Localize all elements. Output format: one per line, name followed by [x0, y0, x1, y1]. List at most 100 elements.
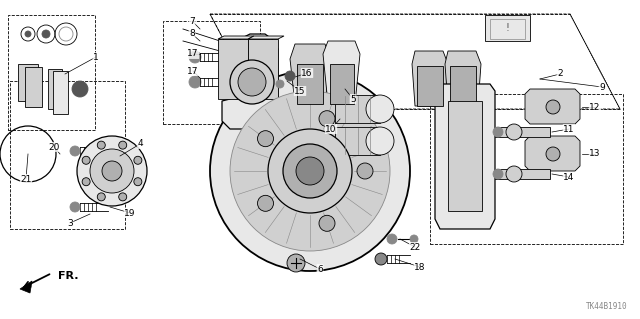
Polygon shape — [323, 41, 360, 104]
Polygon shape — [335, 95, 380, 123]
Circle shape — [97, 141, 106, 149]
Text: 3: 3 — [67, 219, 73, 227]
Circle shape — [230, 91, 390, 251]
Polygon shape — [25, 67, 42, 107]
Text: 15: 15 — [294, 86, 306, 95]
Polygon shape — [248, 39, 278, 99]
Text: 2: 2 — [557, 70, 563, 78]
Text: 16: 16 — [301, 69, 313, 78]
Circle shape — [506, 124, 522, 140]
Circle shape — [42, 30, 50, 38]
Circle shape — [118, 193, 127, 201]
Circle shape — [319, 215, 335, 231]
Circle shape — [546, 147, 560, 161]
Polygon shape — [495, 127, 550, 137]
Circle shape — [70, 146, 80, 156]
Circle shape — [387, 234, 397, 244]
Circle shape — [70, 202, 80, 212]
Circle shape — [25, 31, 31, 37]
Polygon shape — [495, 169, 550, 179]
Text: 8: 8 — [189, 29, 195, 39]
Text: 1: 1 — [93, 53, 99, 62]
Circle shape — [285, 71, 295, 81]
Polygon shape — [218, 39, 248, 99]
Polygon shape — [53, 71, 68, 114]
Text: 17: 17 — [188, 49, 199, 58]
Text: 19: 19 — [124, 209, 136, 218]
Circle shape — [210, 71, 410, 271]
Circle shape — [410, 235, 418, 243]
Polygon shape — [335, 127, 380, 155]
Circle shape — [72, 81, 88, 97]
Text: 10: 10 — [325, 124, 337, 133]
Polygon shape — [417, 66, 443, 106]
Text: 17: 17 — [188, 66, 199, 76]
Bar — [490, 19, 525, 39]
Circle shape — [357, 163, 373, 179]
Circle shape — [189, 51, 201, 63]
Bar — [163, 21, 260, 124]
Circle shape — [230, 60, 274, 104]
Circle shape — [268, 129, 352, 213]
Polygon shape — [297, 64, 323, 104]
Polygon shape — [448, 101, 482, 211]
Circle shape — [189, 76, 201, 88]
Circle shape — [134, 156, 142, 164]
Bar — [430, 94, 623, 244]
Text: 12: 12 — [589, 102, 601, 112]
Circle shape — [82, 178, 90, 186]
Polygon shape — [20, 281, 32, 293]
Circle shape — [319, 111, 335, 127]
Polygon shape — [48, 69, 62, 109]
Circle shape — [90, 149, 134, 193]
Bar — [8, 15, 95, 130]
Text: 9: 9 — [599, 83, 605, 92]
Circle shape — [375, 253, 387, 265]
Text: 22: 22 — [410, 242, 420, 251]
Circle shape — [283, 144, 337, 198]
Circle shape — [366, 95, 394, 123]
Polygon shape — [450, 66, 476, 106]
Polygon shape — [222, 34, 278, 129]
Text: !: ! — [505, 23, 509, 33]
Polygon shape — [290, 44, 330, 104]
Text: 6: 6 — [317, 264, 323, 273]
Bar — [485, 15, 530, 41]
Text: 13: 13 — [589, 150, 601, 159]
Circle shape — [506, 166, 522, 182]
Text: 20: 20 — [48, 143, 60, 152]
Text: 7: 7 — [189, 17, 195, 26]
Text: 5: 5 — [350, 94, 356, 103]
Text: FR.: FR. — [58, 271, 79, 281]
Circle shape — [134, 178, 142, 186]
Circle shape — [276, 80, 284, 88]
Text: 18: 18 — [414, 263, 426, 271]
Polygon shape — [218, 36, 254, 39]
Circle shape — [493, 169, 503, 179]
Polygon shape — [445, 51, 481, 106]
Circle shape — [82, 156, 90, 164]
Circle shape — [296, 157, 324, 185]
Polygon shape — [412, 51, 448, 106]
Polygon shape — [525, 136, 580, 171]
Circle shape — [366, 127, 394, 155]
Text: 4: 4 — [137, 139, 143, 149]
Circle shape — [118, 141, 127, 149]
Circle shape — [257, 131, 273, 147]
Polygon shape — [18, 64, 38, 101]
Text: 11: 11 — [563, 124, 575, 133]
Text: 14: 14 — [563, 173, 575, 182]
Bar — [10, 81, 125, 229]
Text: TK44B1910: TK44B1910 — [586, 302, 628, 311]
Text: 21: 21 — [20, 174, 32, 183]
Polygon shape — [435, 84, 495, 229]
Circle shape — [493, 127, 503, 137]
Polygon shape — [330, 64, 354, 104]
Polygon shape — [525, 89, 580, 124]
Circle shape — [287, 254, 305, 272]
Circle shape — [102, 161, 122, 181]
Circle shape — [77, 136, 147, 206]
Circle shape — [546, 100, 560, 114]
Circle shape — [238, 68, 266, 96]
Circle shape — [97, 193, 106, 201]
